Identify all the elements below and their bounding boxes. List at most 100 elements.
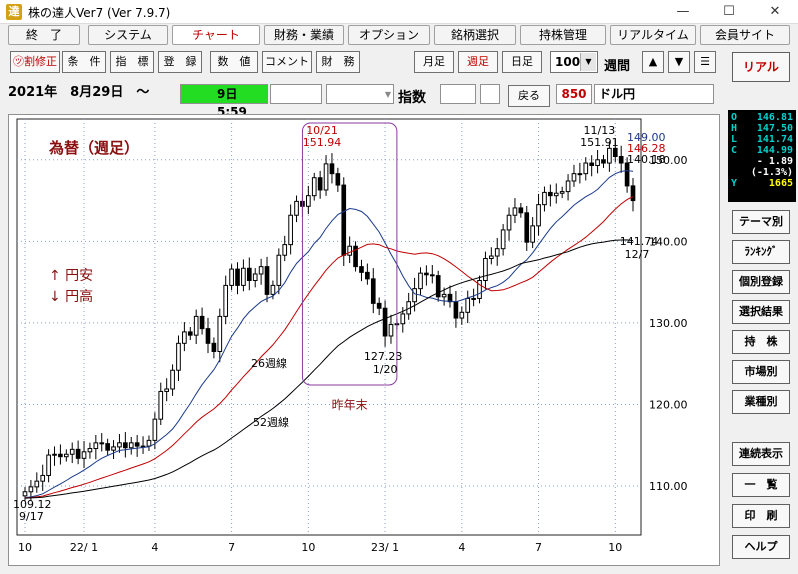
candle-body-up [494, 248, 500, 257]
candle-body-down [341, 184, 347, 256]
candle [553, 183, 559, 204]
candle-body-up [63, 453, 69, 458]
candle [69, 442, 75, 464]
x-tick-label: 10 [608, 541, 622, 554]
menu-member-site[interactable]: 会員サイト [700, 25, 790, 45]
weekly-button[interactable]: 週足 [458, 51, 498, 73]
chevron-down-icon: ▼ [384, 90, 391, 99]
candle [577, 162, 583, 184]
candle [217, 308, 223, 363]
candle [441, 287, 447, 306]
candle-body-up [28, 486, 34, 493]
menu-holdings[interactable]: 持株管理 [520, 25, 606, 45]
side-button[interactable]: ﾗﾝｷﾝｸﾞ [732, 240, 790, 264]
menu-options[interactable]: オプション [348, 25, 430, 45]
candle [471, 288, 476, 307]
side-button[interactable]: 市場別 [732, 360, 790, 384]
candle [530, 217, 535, 249]
indicator-button[interactable]: 指 標 [110, 51, 154, 73]
trough-date-label: 1/20 [373, 363, 398, 376]
candle [518, 203, 524, 218]
side-button[interactable]: 個別登録 [732, 270, 790, 294]
scroll-down-button[interactable]: ▼ [668, 51, 690, 73]
candle-body-up [400, 313, 406, 325]
candle [524, 205, 530, 251]
side-button[interactable]: 連続表示 [732, 442, 790, 466]
scroll-up-button[interactable]: ▲ [642, 51, 664, 73]
candle-body-down [429, 274, 435, 277]
candle [494, 237, 500, 266]
maximize-button[interactable]: ☐ [723, 4, 735, 19]
finance-button[interactable]: 財 務 [316, 51, 360, 73]
menu-financials[interactable]: 財務・業績 [264, 25, 344, 45]
ohlc-value: 1665 [768, 178, 793, 189]
candle-body-up [182, 331, 187, 344]
candle-body-down [199, 315, 205, 330]
chart-toolbar: ㋡割修正 条 件 指 標 登 録 数 値 コメント 財 務 月足 週足 日足 1… [0, 48, 720, 76]
title-bar: 達 株の達人Ver7 (Ver 7.9.7) — ☐ ✕ [0, 0, 798, 24]
candle-body-up [323, 163, 329, 191]
candle-body-down [435, 275, 441, 298]
ma-52-label: 52週線 [253, 415, 289, 429]
side-button[interactable]: ヘルプ [732, 535, 790, 559]
period-count-select[interactable]: 100 ▼ [550, 51, 598, 73]
ohlc-key: Y [731, 178, 738, 189]
side-button[interactable]: テーマ別 [732, 210, 790, 234]
annotation-last-year-end: 昨年末 [332, 398, 368, 412]
candle [22, 486, 28, 501]
menu-chart[interactable]: チャート [172, 25, 260, 45]
comment-button[interactable]: コメント [262, 51, 312, 73]
candle-body-up [441, 293, 447, 298]
candle-body-up [146, 439, 152, 447]
candle-body-up [565, 180, 571, 193]
candle-body-down [518, 207, 524, 214]
candle-body-down [370, 278, 376, 304]
register-button[interactable]: 登 録 [158, 51, 202, 73]
candle [63, 449, 69, 462]
menu-exit[interactable]: 終 了 [8, 25, 80, 45]
candle-body-up [111, 446, 116, 451]
candle [435, 270, 441, 302]
menu-realtime[interactable]: リアルタイム [610, 25, 696, 45]
candle-body-up [477, 280, 482, 299]
candle [542, 186, 547, 212]
monthly-button[interactable]: 月足 [414, 51, 454, 73]
realtime-button[interactable]: リアル [732, 52, 790, 82]
side-button[interactable]: 印 刷 [732, 504, 790, 528]
info-bar: 2021年 8月29日 ～ 9日 5:59 ▼ 指数 戻る 850 ドル円 [0, 84, 720, 119]
split-adjust-button[interactable]: ㋡割修正 [10, 51, 60, 73]
ohlc-key: O [731, 112, 738, 123]
candle-body-up [34, 480, 40, 488]
candle [465, 290, 471, 324]
candle-body-up [128, 442, 134, 449]
recent-high-value: 151.91 [580, 136, 619, 149]
chevron-down-icon: ▼ [580, 53, 596, 71]
minimize-button[interactable]: — [676, 4, 690, 19]
candle-body-up [459, 311, 465, 319]
symbol-code: 850 [556, 84, 592, 104]
side-button[interactable]: 業種別 [732, 390, 790, 414]
side-button[interactable]: 選択結果 [732, 300, 790, 324]
menu-stock-select[interactable]: 銘柄選択 [434, 25, 516, 45]
close-button[interactable]: ✕ [769, 4, 781, 19]
values-button[interactable]: 数 値 [210, 51, 258, 73]
candle [424, 265, 429, 286]
menu-icon[interactable]: ☰ [694, 51, 716, 73]
ma-value-label: 140.18 [627, 153, 666, 166]
candle-body-up [52, 453, 57, 456]
candle [429, 265, 435, 284]
condition-button[interactable]: 条 件 [62, 51, 106, 73]
indicator-select[interactable]: ▼ [326, 84, 394, 104]
x-tick-label: 7 [535, 541, 542, 554]
candle [276, 248, 282, 295]
side-button[interactable]: 一 覧 [732, 473, 790, 497]
menu-system[interactable]: システム [88, 25, 168, 45]
back-button[interactable]: 戻る [508, 85, 550, 107]
candle-body-down [601, 159, 606, 164]
candle-body-down [123, 442, 128, 449]
peak-date-label: 10/21 [306, 124, 338, 137]
side-button[interactable]: 持 株 [732, 330, 790, 354]
daily-button[interactable]: 日足 [502, 51, 542, 73]
candle-body-down [624, 162, 630, 187]
x-tick-label: 10 [301, 541, 315, 554]
